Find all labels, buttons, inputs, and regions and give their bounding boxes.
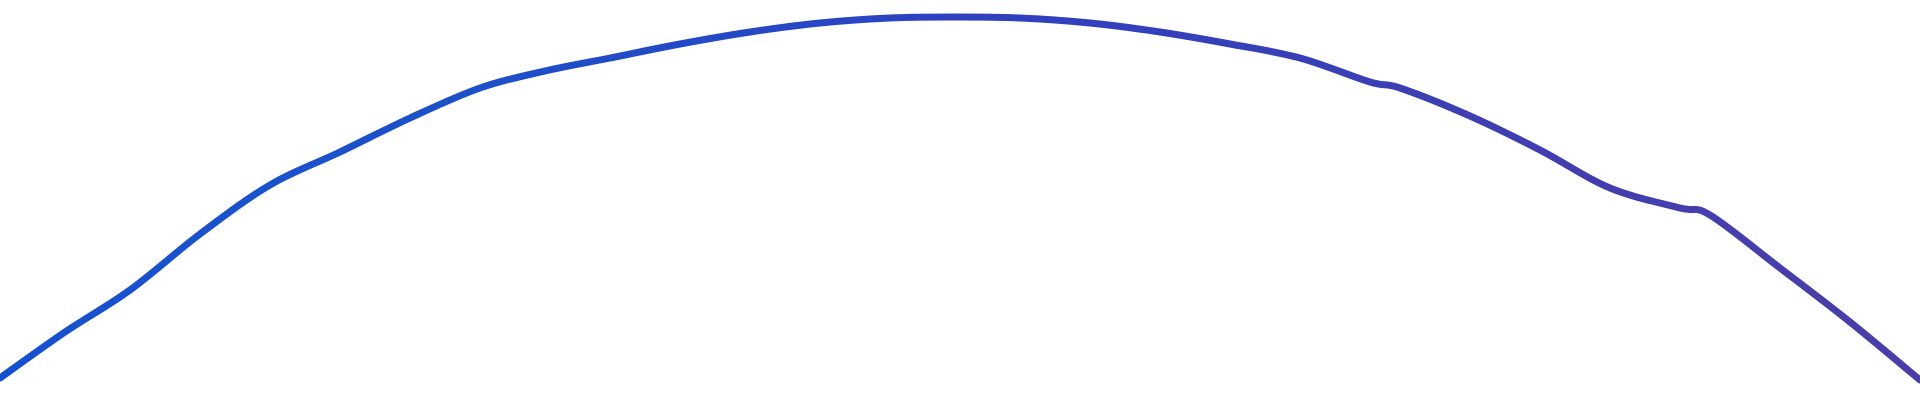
arc-curve-path [0, 13, 1920, 384]
